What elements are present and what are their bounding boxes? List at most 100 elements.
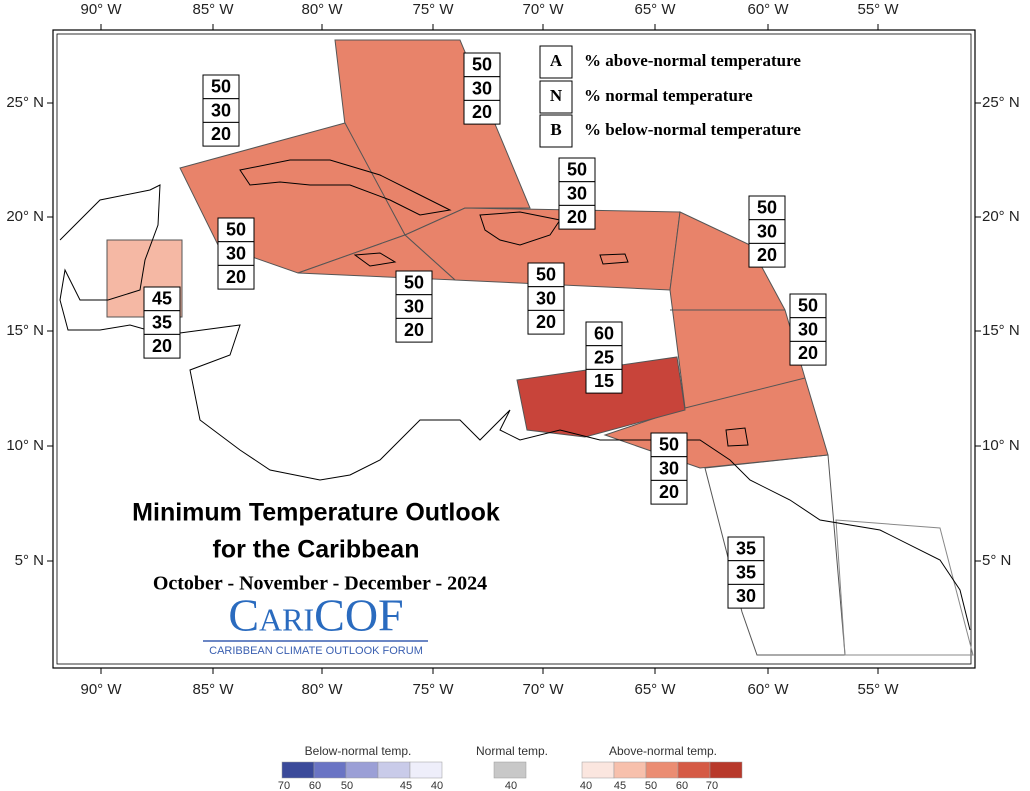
map-inner-frame (56, 33, 972, 665)
probability-cell (650, 479, 688, 505)
probability-cell (143, 333, 181, 359)
cuba-coast (239, 159, 452, 216)
key-letter: B (550, 120, 561, 139)
color-legend-tick: 70 (278, 780, 290, 791)
color-swatch (313, 761, 347, 779)
probability-value: 20 (567, 207, 587, 227)
probability-cell (585, 368, 623, 394)
probability-value: 35 (736, 539, 756, 559)
longitude-label: 90° W (80, 1, 122, 18)
probability-value: 35 (736, 562, 756, 582)
probability-value: 20 (659, 482, 679, 502)
mainland-coast (59, 184, 971, 631)
latitude-label: 10° N (6, 437, 44, 454)
probability-value: 20 (472, 102, 492, 122)
probability-value: 50 (404, 273, 424, 293)
map-title: for the Caribbean (213, 536, 420, 564)
longitude-label: 70° W (522, 681, 564, 698)
key-box (539, 45, 573, 79)
probability-value: 30 (472, 78, 492, 98)
probability-value: 20 (798, 343, 818, 363)
probability-value: 30 (736, 586, 756, 606)
latitude-label: 20° N (982, 208, 1020, 225)
probability-value: 20 (757, 245, 777, 265)
probability-value: 50 (226, 220, 246, 240)
probability-cell (748, 242, 786, 268)
probability-value: 20 (536, 312, 556, 332)
probability-cell (727, 583, 765, 609)
color-legend-tick: 45 (614, 780, 626, 791)
probability-value: 50 (798, 296, 818, 316)
color-legend-tick: 60 (676, 780, 688, 791)
longitude-label: 85° W (192, 681, 234, 698)
probability-value: 30 (567, 183, 587, 203)
logo: CariCOF (228, 590, 403, 641)
color-swatch (281, 761, 315, 779)
color-swatch (377, 761, 411, 779)
jamaica-coast (353, 252, 397, 267)
probability-value: 60 (594, 324, 614, 344)
key-box (539, 114, 573, 148)
probability-value: 25 (594, 347, 614, 367)
color-legend-tick: 40 (431, 780, 443, 791)
latitude-label: 5° N (15, 552, 44, 569)
longitude-label: 75° W (412, 681, 454, 698)
map-period: October - November - December - 2024 (153, 573, 487, 595)
region-divider (684, 377, 806, 409)
color-swatch (345, 761, 379, 779)
region-french-guiana (835, 519, 974, 656)
latitude-label: 5° N (982, 552, 1011, 569)
probability-cell (463, 99, 501, 125)
probability-cell (527, 309, 565, 335)
key-text: % normal temperature (584, 86, 753, 105)
color-swatch (645, 761, 679, 779)
color-swatch (493, 761, 527, 779)
probability-value: 20 (152, 336, 172, 356)
color-legend-tick: 60 (309, 780, 321, 791)
color-legend-tick: 70 (706, 780, 718, 791)
map-title: Minimum Temperature Outlook (132, 499, 500, 527)
key-boxes (539, 45, 573, 148)
latitude-label: 20° N (6, 208, 44, 225)
latitude-label: 25° N (6, 94, 44, 111)
color-legend-tick: 40 (580, 780, 592, 791)
probability-value: 45 (152, 289, 172, 309)
logo-subtitle: CARIBBEAN CLIMATE OUTLOOK FORUM (209, 645, 423, 657)
probability-value: 50 (211, 77, 231, 97)
probability-cell (789, 340, 827, 366)
probability-value: 30 (226, 243, 246, 263)
probability-value: 50 (659, 435, 679, 455)
probability-value: 50 (567, 160, 587, 180)
hispaniola-coast (479, 211, 561, 246)
latitude-label: 15° N (982, 322, 1020, 339)
region-abc-islands (516, 356, 686, 438)
color-legend-tick: 50 (341, 780, 353, 791)
key-box (539, 80, 573, 114)
longitude-label: 55° W (857, 1, 899, 18)
latitude-label: 10° N (982, 437, 1020, 454)
color-legend-tick: 40 (505, 780, 517, 791)
probability-value: 20 (211, 124, 231, 144)
color-swatch (581, 761, 615, 779)
probability-value: 50 (536, 265, 556, 285)
color-swatch (613, 761, 647, 779)
coastlines (59, 159, 971, 631)
key-text: % below-normal temperature (584, 120, 801, 139)
puerto-rico-coast (599, 253, 629, 265)
longitude-label: 80° W (301, 1, 343, 18)
probability-value: 15 (594, 371, 614, 391)
key-letter: N (550, 86, 563, 105)
probability-value: 30 (757, 221, 777, 241)
color-legend-label: Below-normal temp. (305, 744, 412, 758)
probability-value: 30 (404, 296, 424, 316)
probability-cell (558, 204, 596, 230)
longitude-label: 70° W (522, 1, 564, 18)
probability-value: 35 (152, 312, 172, 332)
longitude-label: 65° W (634, 1, 676, 18)
longitude-label: 80° W (301, 681, 343, 698)
probability-value: 50 (757, 198, 777, 218)
latitude-label: 25° N (982, 94, 1020, 111)
color-legend-tick: 45 (400, 780, 412, 791)
latitude-label: 15° N (6, 322, 44, 339)
region-jamaica (297, 234, 457, 281)
